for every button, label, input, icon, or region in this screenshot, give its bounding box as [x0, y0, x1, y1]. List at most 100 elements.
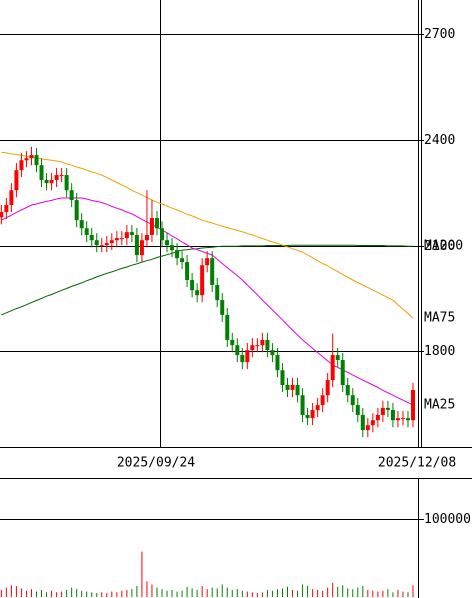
candle-body — [340, 359, 345, 386]
volume-bar — [81, 590, 83, 597]
candle-body — [310, 410, 315, 419]
volume-bar — [15, 586, 17, 597]
volume-bar — [251, 592, 253, 597]
candle-body — [59, 175, 64, 177]
candle-body — [124, 232, 129, 239]
volume-bar — [337, 586, 339, 597]
volume-bar — [61, 591, 63, 597]
volume-bar — [297, 590, 299, 597]
candle-body — [144, 234, 149, 241]
ma-line — [1, 197, 414, 406]
candle-body — [89, 234, 94, 241]
volume-bar — [211, 587, 213, 597]
candle-body — [400, 418, 405, 420]
candle-body — [315, 405, 320, 411]
volume-bar — [246, 591, 248, 597]
volume-bar — [126, 589, 128, 597]
candle-body — [34, 154, 39, 166]
candle-body — [411, 389, 415, 421]
candle-body — [4, 205, 9, 213]
volume-bar — [41, 589, 43, 597]
volume-bar — [171, 589, 173, 597]
volume-bar — [287, 586, 288, 597]
candle-body — [84, 228, 89, 235]
volume-bar — [281, 588, 283, 597]
candle-body — [365, 425, 370, 431]
volume-bar — [151, 584, 153, 597]
ma-line — [1, 244, 413, 316]
candle-body — [350, 395, 355, 406]
candle-body — [265, 339, 270, 351]
candle-body — [139, 240, 144, 256]
candle-body — [79, 220, 84, 229]
volume-bar — [261, 592, 263, 597]
candle-body — [19, 160, 24, 171]
volume-bar — [121, 590, 123, 597]
volume-bar — [317, 589, 319, 597]
volume-bar — [51, 590, 53, 597]
candle-body — [54, 175, 59, 180]
volume-bar — [302, 584, 304, 597]
volume-bar — [71, 587, 73, 597]
volume-bar — [36, 591, 37, 597]
volume-bar — [156, 587, 158, 597]
volume-bar — [226, 587, 228, 597]
candle-body — [185, 262, 190, 281]
volume-bar — [181, 590, 183, 597]
volume-bar — [387, 589, 389, 597]
candle-body — [250, 345, 255, 351]
volume-bar — [30, 589, 32, 597]
volume-bar — [236, 589, 238, 597]
candle-body — [220, 300, 225, 315]
candle-body — [275, 355, 280, 371]
candle-body — [49, 179, 54, 184]
candle-body — [395, 418, 400, 421]
volume-bar — [407, 592, 409, 597]
volume-bar — [10, 585, 12, 597]
volume-bar — [146, 581, 148, 597]
candle-body — [14, 170, 19, 191]
volume-bar — [5, 587, 7, 597]
volume-bar — [176, 591, 178, 597]
candle-body — [210, 258, 215, 285]
candle-body — [230, 339, 235, 346]
candle-body — [114, 238, 119, 241]
candle-body — [175, 250, 180, 259]
candle-body — [360, 414, 365, 431]
candle-body — [405, 418, 410, 421]
candle-body — [0, 212, 4, 218]
candle-body — [240, 355, 245, 363]
volume-bar — [136, 586, 138, 597]
candle-body — [270, 350, 275, 356]
legend-label: MA200 — [424, 239, 463, 254]
volume-bar — [231, 589, 233, 597]
candle-body — [255, 345, 260, 347]
volume-bar — [342, 585, 344, 597]
candle-body — [129, 232, 134, 235]
candle-body — [74, 200, 79, 221]
volume-bar — [166, 590, 168, 597]
candle-body — [235, 345, 240, 356]
candle-body — [29, 154, 34, 159]
candle-body — [375, 414, 380, 421]
volume-bar — [377, 591, 379, 597]
volume-bar — [116, 592, 118, 597]
volume-bar — [25, 590, 27, 597]
candle-body — [39, 165, 44, 180]
candle-body — [165, 240, 170, 246]
volume-bar — [276, 589, 278, 597]
candle-body — [280, 370, 285, 386]
volume-bar — [86, 591, 88, 597]
candle-body — [335, 355, 340, 360]
volume-bar — [307, 586, 309, 597]
y-tick-label: 1800 — [424, 344, 455, 359]
volume-bar — [106, 593, 108, 597]
candle-body — [94, 240, 99, 246]
candle-body — [285, 385, 290, 390]
volume-bar — [191, 588, 193, 597]
candle-body — [69, 190, 74, 201]
volume-bar — [186, 586, 188, 597]
candle-body — [390, 410, 395, 421]
candle-body — [355, 405, 360, 415]
volume-bar — [402, 591, 404, 597]
